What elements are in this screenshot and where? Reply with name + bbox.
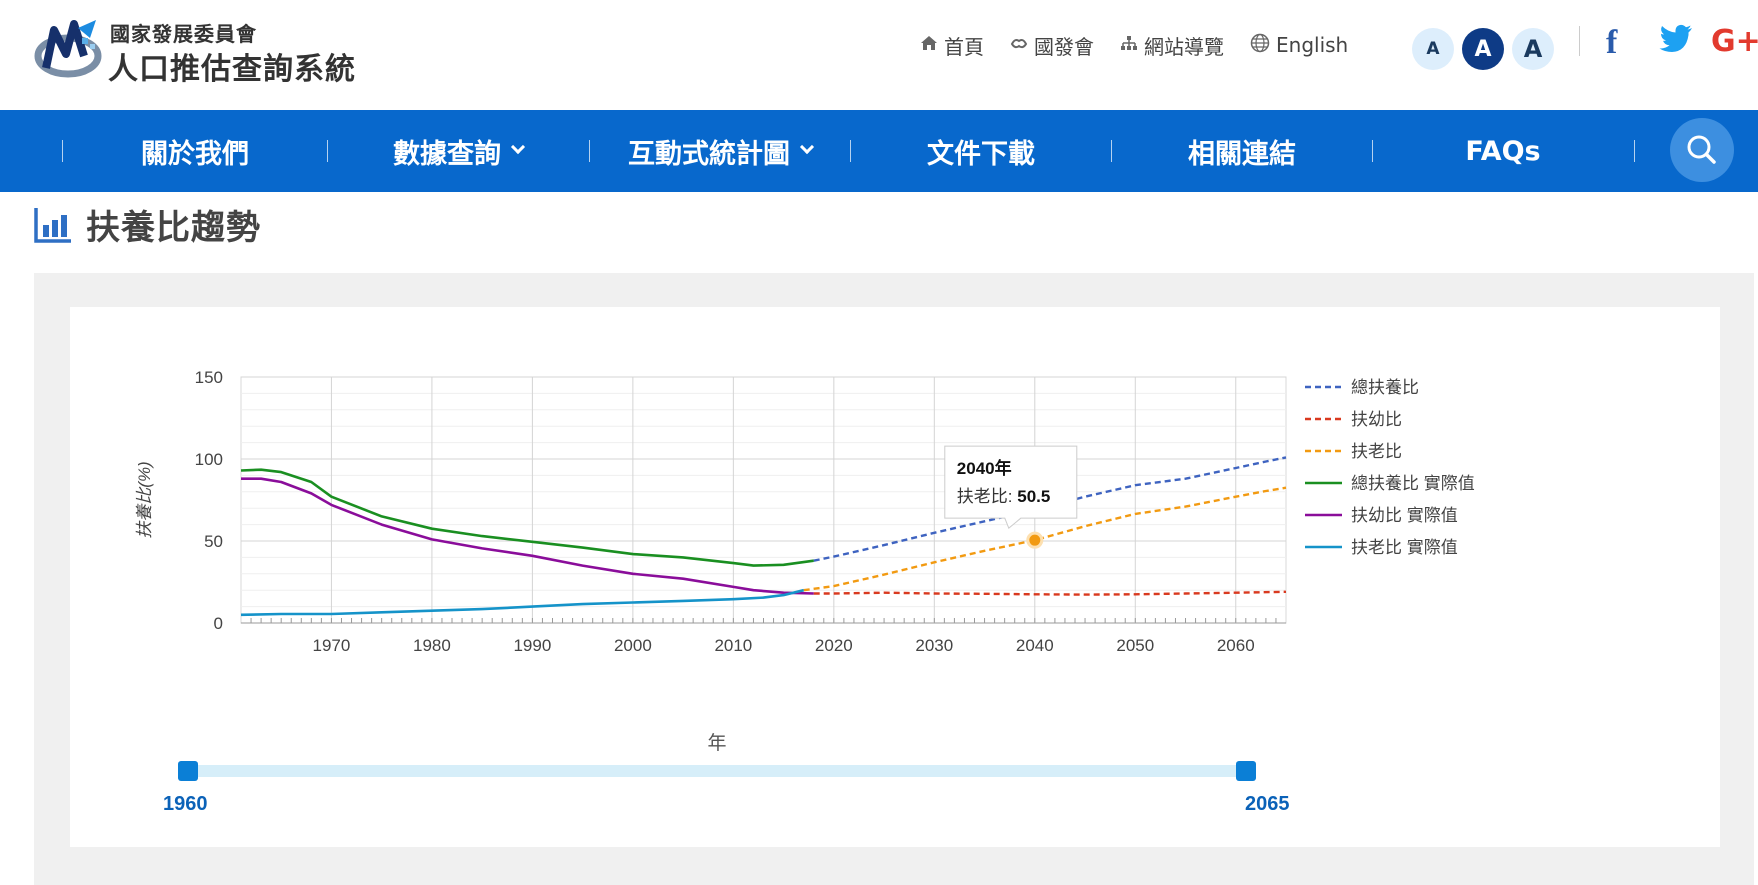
legend-label: 扶幼比 實際值 <box>1351 506 1458 525</box>
site-header: 國家發展委員會 人口推估查詢系統 首頁 國發會 網站導覽 English <box>0 0 1758 110</box>
plot-area <box>240 376 1287 624</box>
page-title: 扶養比趨勢 <box>34 200 261 249</box>
top-link-label: 首頁 <box>944 34 984 59</box>
nav-item-data-query[interactable]: 數據查詢 <box>328 110 588 192</box>
nav-separator <box>1634 140 1635 162</box>
twitter-icon[interactable] <box>1659 24 1693 58</box>
search-button[interactable] <box>1670 118 1734 182</box>
x-tick-label: 2000 <box>614 636 652 655</box>
legend-label: 扶老比 <box>1351 442 1402 461</box>
legend-label: 扶幼比 <box>1351 410 1402 429</box>
home-icon <box>920 35 938 56</box>
series-line-1 <box>813 590 1287 596</box>
nav-separator <box>589 140 590 162</box>
top-link-label: 國發會 <box>1034 34 1094 59</box>
nav-item-downloads[interactable]: 文件下載 <box>851 110 1111 192</box>
nav-item-label: 文件下載 <box>927 138 1035 170</box>
ndc-logo-icon <box>34 20 102 78</box>
nav-separator <box>62 140 63 162</box>
nav-item-label: 相關連結 <box>1188 138 1296 170</box>
range-start-handle[interactable] <box>178 761 198 781</box>
range-start-label: 1960 <box>163 793 208 815</box>
range-end-handle[interactable] <box>1236 761 1256 781</box>
range-track[interactable] <box>188 765 1246 777</box>
handshake-icon <box>1010 35 1028 56</box>
slider-axis-label: 年 <box>707 732 726 754</box>
top-link-english[interactable]: English <box>1250 33 1348 58</box>
tooltip-title: 2040年 <box>957 458 1012 478</box>
nav-item-label: FAQs <box>1465 135 1541 167</box>
range-end-label: 2065 <box>1245 793 1290 815</box>
top-link-label: English <box>1276 33 1349 57</box>
x-tick-label: 2020 <box>815 636 853 655</box>
chart-tooltip <box>944 445 1078 530</box>
top-links: 首頁 國發會 網站導覽 English <box>920 30 1374 60</box>
nav-item-links[interactable]: 相關連結 <box>1112 110 1372 192</box>
y-tick-label: 150 <box>195 368 223 387</box>
series-line-5 <box>240 588 805 617</box>
x-tick-label: 1980 <box>413 636 451 655</box>
nav-separator <box>850 140 851 162</box>
nav-item-label: 數據查詢 <box>393 138 501 170</box>
chevron-down-icon <box>799 139 815 155</box>
main-nav: 關於我們 數據查詢 互動式統計圖 文件下載 相關連結 FAQs <box>0 110 1758 192</box>
legend-label: 總扶養比 實際值 <box>1351 474 1475 493</box>
dependency-ratio-chart: 0 50 100 150 1970 1980 1990 2000 2010 2020 2030 204… <box>135 368 1475 815</box>
series-line-2 <box>803 486 1287 592</box>
nav-item-interactive-charts[interactable]: 互動式統計圖 <box>590 110 850 192</box>
x-tick-label: 2060 <box>1217 636 1255 655</box>
googleplus-icon[interactable]: G+ <box>1711 24 1758 59</box>
tooltip-number: 50.5 <box>1017 487 1050 506</box>
nav-item-faqs[interactable]: FAQs <box>1373 110 1633 192</box>
font-size-controls: A A A <box>1412 28 1554 70</box>
top-link-sitemap[interactable]: 網站導覽 <box>1120 31 1224 60</box>
top-link-home[interactable]: 首頁 <box>920 31 984 60</box>
globe-icon <box>1250 33 1270 58</box>
top-link-ndc[interactable]: 國發會 <box>1010 31 1094 60</box>
nav-item-label: 關於我們 <box>141 138 249 170</box>
legend-label: 總扶養比 <box>1351 378 1419 397</box>
org-name: 國家發展委員會 <box>110 22 257 46</box>
x-tick-label: 1970 <box>313 636 351 655</box>
page-title-text: 扶養比趨勢 <box>86 208 261 248</box>
nav-separator <box>1111 140 1112 162</box>
highlight-point[interactable] <box>1026 531 1044 549</box>
nav-item-about[interactable]: 關於我們 <box>64 110 326 192</box>
facebook-icon[interactable]: f <box>1606 24 1618 61</box>
sitemap-icon <box>1120 35 1138 56</box>
y-tick-label: 0 <box>214 614 223 633</box>
search-icon <box>1687 135 1716 164</box>
x-tick-label: 2050 <box>1116 636 1154 655</box>
chart-panel: 0 50 100 150 1970 1980 1990 2000 2010 2020 2030 204… <box>70 307 1720 847</box>
tooltip-value: 扶老比: 50.5 <box>957 487 1051 506</box>
nav-separator <box>327 140 328 162</box>
site-logo[interactable]: 國家發展委員會 人口推估查詢系統 <box>34 16 364 87</box>
nav-item-label: 互動式統計圖 <box>628 138 790 170</box>
font-large-button[interactable]: A <box>1512 28 1554 70</box>
x-tick-label: 1990 <box>513 636 551 655</box>
nav-separator <box>1372 140 1373 162</box>
top-link-label: 網站導覽 <box>1144 34 1224 59</box>
series-line-4 <box>241 477 814 595</box>
y-axis-label: 扶養比(%) <box>135 461 154 538</box>
y-tick-label: 100 <box>195 450 223 469</box>
x-tick-label: 2030 <box>915 636 953 655</box>
header-divider <box>1579 26 1580 56</box>
x-tick-label: 2040 <box>1016 636 1054 655</box>
chevron-down-icon <box>510 139 526 155</box>
font-small-button[interactable]: A <box>1412 28 1454 70</box>
font-medium-button[interactable]: A <box>1462 28 1504 70</box>
system-name: 人口推估查詢系統 <box>108 52 356 87</box>
bar-chart-icon <box>34 207 71 243</box>
y-tick-label: 50 <box>204 532 223 551</box>
x-tick-label: 2010 <box>714 636 752 655</box>
series-line-3 <box>240 468 814 567</box>
legend-label: 扶老比 實際值 <box>1351 538 1458 557</box>
